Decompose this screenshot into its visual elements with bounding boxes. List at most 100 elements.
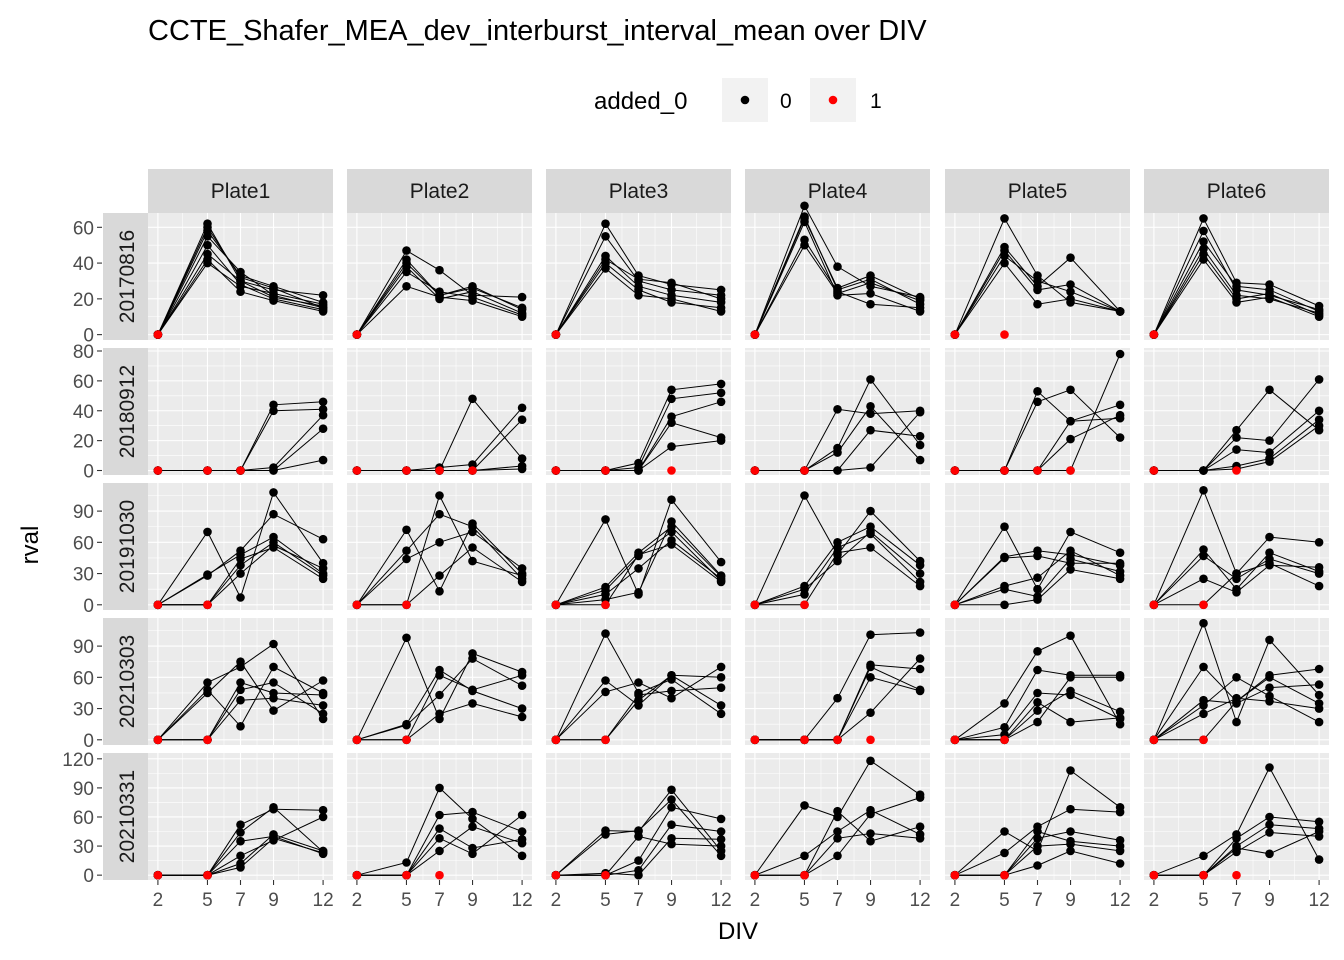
data-point [667, 686, 676, 696]
x-tick-label: 2 [153, 890, 164, 911]
data-point [1314, 680, 1324, 689]
data-point-added [950, 466, 960, 475]
x-tick-label: 2 [750, 890, 761, 911]
data-point [866, 278, 875, 288]
data-point [517, 712, 527, 722]
data-point [915, 654, 925, 663]
facet-panel [148, 213, 333, 340]
data-point [1066, 565, 1075, 574]
data-point [1115, 307, 1125, 316]
data-point [269, 706, 278, 715]
facet-panel [347, 753, 532, 880]
data-point [1033, 276, 1042, 286]
facet-panel [347, 618, 532, 745]
data-point-added [1199, 600, 1208, 610]
data-point [866, 529, 875, 539]
data-point [915, 303, 925, 313]
data-point [1033, 584, 1042, 594]
data-point [517, 454, 527, 463]
y-tick-label: 0 [83, 731, 94, 752]
y-tick-label: 60 [73, 218, 94, 239]
data-point [1033, 717, 1042, 727]
data-point [1265, 532, 1274, 542]
data-point [1033, 688, 1042, 698]
data-point [1232, 425, 1241, 435]
data-point [866, 375, 875, 384]
data-point [435, 834, 444, 843]
data-point [318, 812, 328, 822]
facet-panel [745, 753, 930, 880]
data-point [517, 681, 527, 690]
x-tick-label: 9 [1264, 890, 1275, 911]
data-point-added [435, 466, 444, 475]
y-tick-label: 20 [73, 290, 94, 311]
data-point-added [833, 735, 842, 745]
data-point [236, 569, 245, 578]
data-point [915, 834, 925, 843]
data-point [1314, 421, 1324, 431]
data-point [203, 240, 212, 250]
x-tick-label: 5 [999, 890, 1010, 911]
data-point [1033, 647, 1042, 656]
data-point [915, 294, 925, 304]
data-point [1033, 397, 1042, 407]
data-point-added [352, 600, 362, 610]
data-point [716, 571, 726, 580]
y-axis-title: rval [17, 526, 44, 565]
data-point [915, 431, 925, 441]
legend-key-1-point [828, 95, 838, 105]
data-point [1199, 709, 1208, 719]
data-point [866, 630, 875, 639]
data-point [236, 560, 245, 570]
data-point [517, 704, 527, 713]
data-point [1066, 827, 1075, 836]
data-point [435, 587, 444, 596]
data-point-added [950, 600, 960, 610]
y-tick-label: 40 [73, 254, 94, 275]
data-point [435, 709, 444, 719]
y-tick-label: 90 [73, 502, 94, 523]
data-point-added [352, 466, 362, 475]
data-point [716, 827, 726, 836]
data-point-added [800, 600, 809, 610]
data-point [1314, 581, 1324, 591]
data-point [468, 460, 477, 469]
data-point-added [1149, 735, 1159, 745]
data-point [1265, 763, 1274, 772]
y-tick-label: 90 [73, 637, 94, 658]
data-point [716, 557, 726, 567]
data-point [318, 676, 328, 685]
data-point [203, 232, 212, 241]
data-point [1000, 600, 1009, 610]
data-point [716, 851, 726, 861]
data-point [203, 258, 212, 268]
data-point [318, 424, 328, 434]
data-point [1265, 448, 1274, 457]
data-point [716, 436, 726, 445]
data-point-added [203, 600, 212, 610]
data-point-added [1149, 330, 1159, 339]
data-point [833, 693, 842, 703]
data-point [1033, 861, 1042, 870]
data-point [1066, 686, 1075, 696]
data-point [1265, 385, 1274, 395]
data-point [269, 803, 278, 812]
data-point [435, 824, 444, 833]
data-point [236, 282, 245, 291]
data-point-added [551, 600, 561, 610]
x-tick-label: 5 [1198, 890, 1209, 911]
row-strip [103, 618, 148, 745]
data-point-added [1033, 466, 1042, 475]
data-point [833, 466, 842, 475]
data-point [866, 289, 875, 298]
x-tick-label: 7 [1231, 890, 1242, 911]
data-point [866, 708, 875, 717]
data-point [269, 543, 278, 552]
data-point-added [601, 466, 610, 475]
data-point [468, 843, 477, 853]
data-point [716, 577, 726, 587]
facet-panel [945, 348, 1130, 475]
data-point [269, 406, 278, 416]
data-point [915, 560, 925, 570]
